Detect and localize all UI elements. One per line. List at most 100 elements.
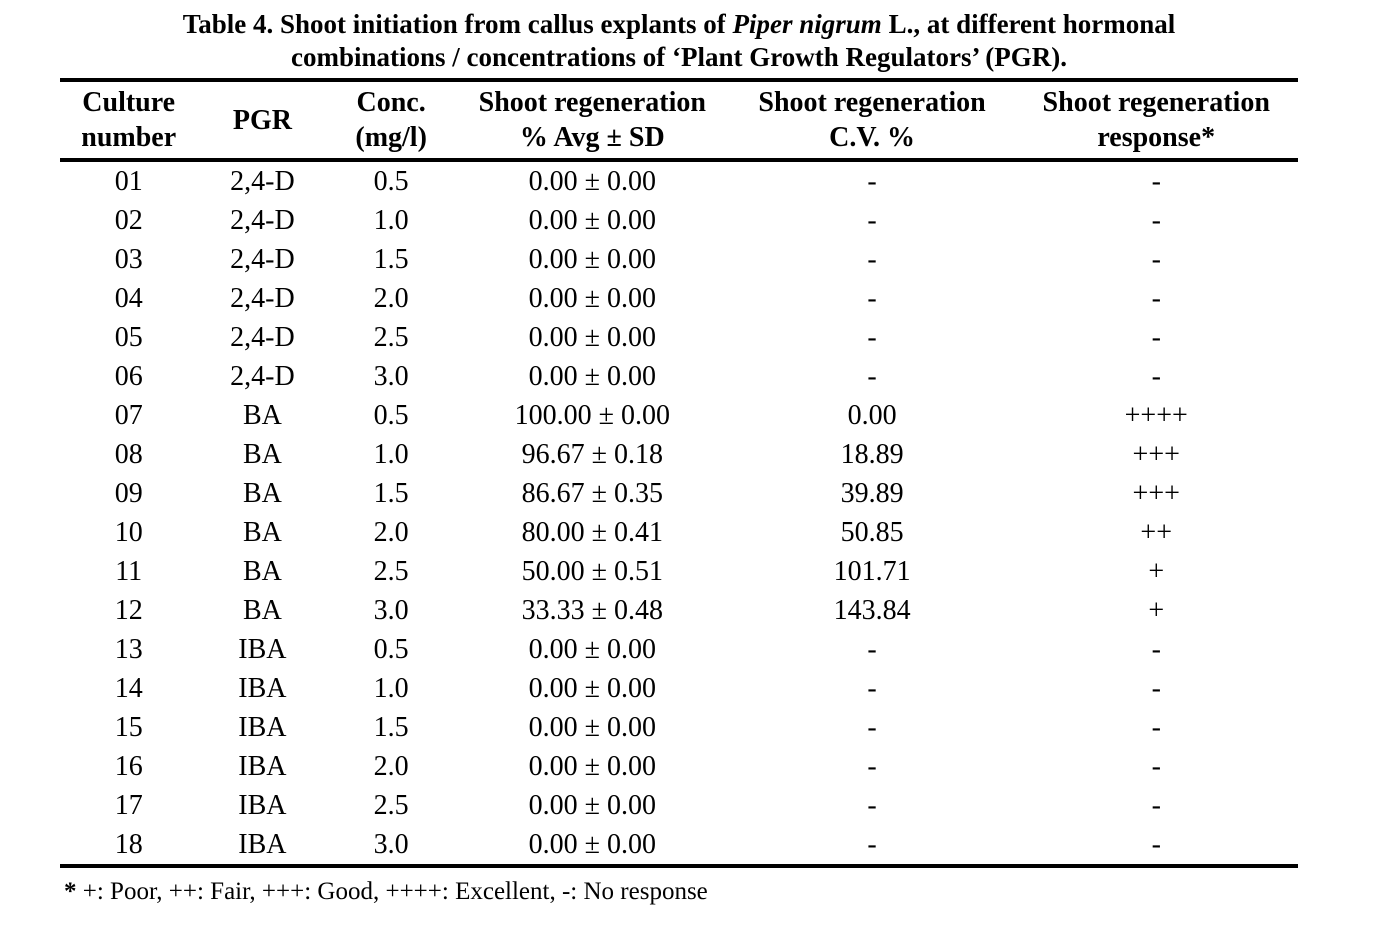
pgr-cell: BA [242, 400, 282, 431]
culture-number-cell: 05 [114, 322, 143, 353]
conc-cell: 0.5 [373, 166, 409, 197]
avg-sd-cell: 0.00 ± 0.00 [528, 322, 656, 353]
culture-number-cell: 03 [114, 244, 143, 275]
header-pgr: PGR [232, 104, 292, 136]
header-response: Shoot regeneration response* [1042, 87, 1270, 153]
culture-number-cell: 18 [114, 829, 143, 860]
culture-number-cell: 07 [114, 400, 143, 431]
avg-sd-cell: 50.00 ± 0.51 [521, 556, 663, 587]
table-row: 17 IBA 2.5 0.00 ± 0.00 - - [60, 786, 1298, 825]
cv-cell: - [867, 205, 877, 236]
header-culture-number: Culture number [81, 87, 177, 153]
pgr-cell: BA [242, 556, 282, 587]
pgr-cell: BA [242, 478, 282, 509]
table-body: 01 2,4-D 0.5 0.00 ± 0.00 - - 02 2,4-D 1.0 0.00 ± … [60, 160, 1298, 866]
response-cell: ++ [1140, 517, 1173, 548]
conc-cell: 2.0 [373, 751, 409, 782]
cv-cell: - [867, 712, 877, 743]
cv-cell: 143.84 [833, 595, 911, 626]
table-title: Table 4. Shoot initiation from callus ex… [60, 8, 1298, 74]
header-cv: Shoot regeneration C.V. % [758, 87, 986, 153]
culture-number-cell: 09 [114, 478, 143, 509]
avg-sd-cell: 0.00 ± 0.00 [528, 751, 656, 782]
cv-cell: - [867, 790, 877, 821]
response-cell: - [1151, 634, 1161, 665]
culture-number-cell: 04 [114, 283, 143, 314]
table-row: 08 BA 1.0 96.67 ± 0.18 18.89 +++ [60, 435, 1298, 474]
response-cell: ++++ [1124, 400, 1188, 431]
pgr-cell: 2,4-D [230, 361, 295, 392]
avg-sd-cell: 0.00 ± 0.00 [528, 361, 656, 392]
results-table: Culture number PGR Conc. (mg/l) Shoot re… [60, 78, 1298, 868]
culture-number-cell: 12 [114, 595, 143, 626]
pgr-cell: IBA [238, 712, 287, 743]
avg-sd-cell: 33.33 ± 0.48 [521, 595, 663, 626]
cv-cell: - [867, 283, 877, 314]
conc-cell: 2.0 [373, 283, 409, 314]
conc-cell: 2.5 [373, 322, 409, 353]
avg-sd-cell: 0.00 ± 0.00 [528, 673, 656, 704]
culture-number-cell: 16 [114, 751, 143, 782]
table-row: 03 2,4-D 1.5 0.00 ± 0.00 - - [60, 240, 1298, 279]
response-cell: - [1151, 712, 1161, 743]
avg-sd-cell: 0.00 ± 0.00 [528, 205, 656, 236]
conc-cell: 1.5 [373, 712, 409, 743]
culture-number-cell: 01 [114, 166, 143, 197]
table-row: 05 2,4-D 2.5 0.00 ± 0.00 - - [60, 318, 1298, 357]
avg-sd-cell: 0.00 ± 0.00 [528, 244, 656, 275]
table-row: 16 IBA 2.0 0.00 ± 0.00 - - [60, 747, 1298, 786]
response-cell: - [1151, 790, 1161, 821]
avg-sd-cell: 0.00 ± 0.00 [528, 283, 656, 314]
avg-sd-cell: 0.00 ± 0.00 [528, 166, 656, 197]
pgr-cell: 2,4-D [230, 244, 295, 275]
title-text-prefix: Table 4. Shoot initiation from callus ex… [182, 9, 733, 39]
conc-cell: 0.5 [373, 400, 409, 431]
title-text-suffix: L., at different hormonal [881, 9, 1176, 39]
footnote: * +: Poor, ++: Fair, +++: Good, ++++: Ex… [60, 877, 1298, 907]
footnote-text: +: Poor, ++: Fair, +++: Good, ++++: Exce… [76, 878, 708, 905]
response-cell: - [1151, 361, 1161, 392]
header-avg-sd: Shoot regeneration % Avg ± SD [478, 87, 706, 153]
culture-number-cell: 11 [115, 556, 143, 587]
conc-cell: 3.0 [373, 595, 409, 626]
cv-cell: 39.89 [840, 478, 904, 509]
footnote-marker: * [64, 878, 77, 905]
pgr-cell: 2,4-D [230, 166, 295, 197]
pgr-cell: IBA [238, 751, 287, 782]
table-row: 06 2,4-D 3.0 0.00 ± 0.00 - - [60, 357, 1298, 396]
cv-cell: - [867, 322, 877, 353]
response-cell: +++ [1132, 478, 1180, 509]
table-row: 07 BA 0.5 100.00 ± 0.00 0.00 ++++ [60, 396, 1298, 435]
pgr-cell: IBA [238, 829, 287, 860]
pgr-cell: IBA [238, 673, 287, 704]
cv-cell: - [867, 634, 877, 665]
culture-number-cell: 10 [114, 517, 143, 548]
table-header: Culture number PGR Conc. (mg/l) Shoot re… [60, 80, 1298, 160]
species-name: Piper nigrum [732, 9, 882, 39]
response-cell: - [1151, 283, 1161, 314]
culture-number-cell: 15 [114, 712, 143, 743]
cv-cell: - [867, 751, 877, 782]
table-container: Table 4. Shoot initiation from callus ex… [60, 8, 1298, 907]
avg-sd-cell: 86.67 ± 0.35 [521, 478, 663, 509]
conc-cell: 2.0 [373, 517, 409, 548]
table-row: 12 BA 3.0 33.33 ± 0.48 143.84 + [60, 591, 1298, 630]
table-row: 01 2,4-D 0.5 0.00 ± 0.00 - - [60, 160, 1298, 201]
conc-cell: 1.5 [373, 478, 409, 509]
pgr-cell: 2,4-D [230, 205, 295, 236]
table-row: 11 BA 2.5 50.00 ± 0.51 101.71 + [60, 552, 1298, 591]
response-cell: - [1151, 751, 1161, 782]
pgr-cell: IBA [238, 634, 287, 665]
cv-cell: - [867, 361, 877, 392]
culture-number-cell: 14 [114, 673, 143, 704]
avg-sd-cell: 0.00 ± 0.00 [528, 790, 656, 821]
cv-cell: 50.85 [840, 517, 904, 548]
cv-cell: - [867, 244, 877, 275]
cv-cell: - [867, 166, 877, 197]
table-row: 04 2,4-D 2.0 0.00 ± 0.00 - - [60, 279, 1298, 318]
pgr-cell: BA [242, 439, 282, 470]
pgr-cell: BA [242, 517, 282, 548]
table-row: 15 IBA 1.5 0.00 ± 0.00 - - [60, 708, 1298, 747]
response-cell: - [1151, 322, 1161, 353]
